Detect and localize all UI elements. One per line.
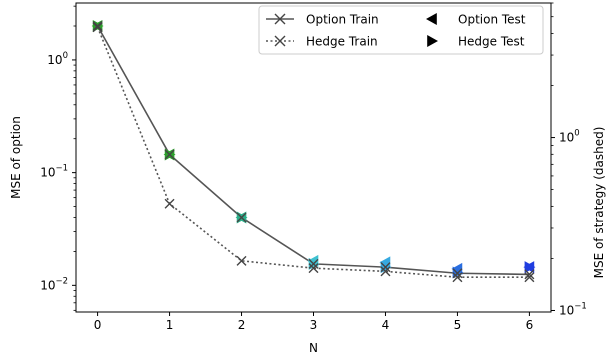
legend-entry: Option Train [266, 13, 379, 27]
y-axis-right: 100 10−1 [551, 2, 587, 317]
x-tick-label: 2 [238, 318, 246, 332]
train-point [236, 255, 247, 266]
legend-x-marker [274, 13, 286, 25]
legend-entry: Hedge Test [427, 35, 525, 49]
test-markers [91, 20, 536, 279]
y-axis-left: 100 10−1 10−2 [40, 5, 76, 311]
train-point [308, 258, 319, 269]
legend: Option Train Hedge Train Option Test Hedge … [258, 5, 544, 55]
legend-x-marker [274, 35, 286, 47]
y-left-tick-label: 10−2 [40, 276, 68, 292]
y-left-tick-label: 100 [47, 51, 68, 67]
y-right-tick-label: 100 [559, 129, 580, 145]
legend-entry: Hedge Train [266, 35, 378, 49]
x-tick-label: 1 [166, 318, 174, 332]
y-left-tick-label: 10−1 [40, 164, 68, 180]
x-tick-label: 6 [526, 318, 534, 332]
series-layer [91, 20, 536, 283]
train-point [308, 263, 319, 274]
train-point [236, 212, 247, 223]
train-markers [92, 21, 535, 280]
train-point [380, 266, 391, 277]
x-axis: 0 1 2 3 4 5 6 [94, 312, 533, 332]
legend-label: Option Test [458, 13, 526, 27]
train-markers [92, 22, 535, 283]
y-right-tick-label: 10−1 [559, 301, 587, 317]
y-axis-label-left: MSE of option [9, 116, 23, 199]
series-option-train [96, 25, 530, 276]
train-point [164, 198, 175, 209]
legend-triangle-left-marker [426, 13, 437, 25]
x-tick-label: 5 [454, 318, 462, 332]
x-axis-label: N [309, 341, 318, 355]
option-test-point [307, 254, 319, 267]
x-tick-label: 0 [94, 318, 102, 332]
x-tick-label: 3 [310, 318, 318, 332]
x-tick-label: 4 [382, 318, 390, 332]
train-point [524, 269, 535, 280]
series-hedge-train [96, 26, 530, 279]
series-line [96, 25, 530, 276]
legend-label: Option Train [306, 13, 379, 27]
train-point [524, 272, 535, 283]
train-point [164, 149, 175, 160]
y-axis-label-right: MSE of strategy (dashed) [592, 127, 606, 279]
legend-box [258, 5, 544, 55]
option-test-point [523, 261, 535, 274]
train-point [452, 268, 463, 279]
train-point [92, 21, 103, 31]
series-line [96, 26, 530, 279]
train-point [380, 262, 391, 273]
legend-label: Hedge Train [306, 35, 378, 49]
legend-triangle-right-marker [427, 35, 438, 47]
legend-label: Hedge Test [458, 35, 525, 49]
legend-entry: Option Test [426, 13, 526, 27]
train-point [452, 272, 463, 283]
train-point [92, 22, 103, 33]
